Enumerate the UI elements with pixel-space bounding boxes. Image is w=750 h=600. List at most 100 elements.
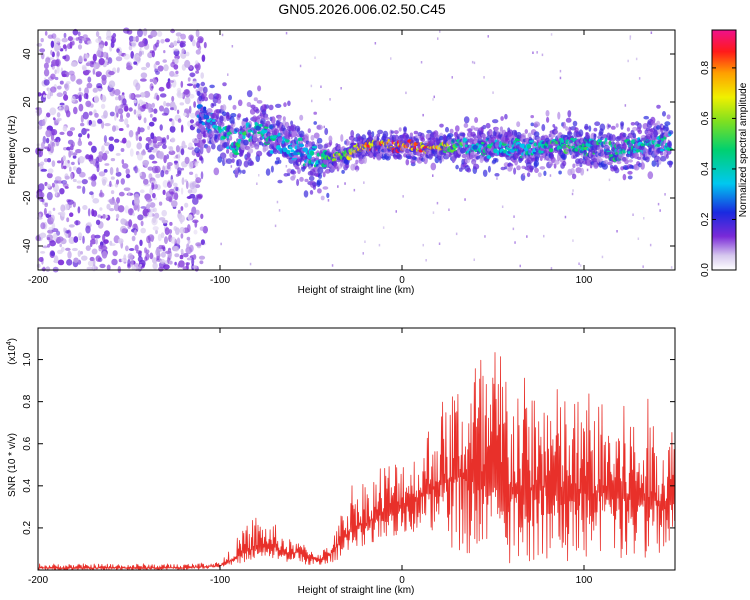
heatmap-cell xyxy=(500,116,504,121)
heatmap-cell xyxy=(232,104,237,110)
heatmap-cell xyxy=(186,243,190,250)
x-tick-label: 100 xyxy=(576,275,593,286)
heatmap-cell xyxy=(125,173,131,179)
heatmap-cell xyxy=(151,165,159,174)
heatmap-cell xyxy=(40,38,44,43)
heatmap-cell xyxy=(194,147,201,154)
heatmap-cell xyxy=(157,65,164,72)
heatmap-cell xyxy=(607,124,612,128)
heatmap-cell xyxy=(95,31,100,37)
heatmap-cell xyxy=(249,161,255,166)
heatmap-cell xyxy=(585,132,590,140)
heatmap-cell xyxy=(108,80,116,88)
heatmap-cell xyxy=(253,97,258,102)
heatmap-cell xyxy=(177,152,181,162)
heatmap-cell xyxy=(138,136,142,142)
heatmap-cell xyxy=(307,154,312,160)
heatmap-cell xyxy=(221,104,227,111)
x-tick-label: -200 xyxy=(28,275,48,286)
heatmap-cell xyxy=(131,266,137,271)
heatmap-cell xyxy=(668,140,672,149)
heatmap-cell xyxy=(115,171,122,177)
heatmap-cell xyxy=(275,103,282,108)
heatmap-cell xyxy=(550,33,553,36)
heatmap-cell xyxy=(200,239,205,246)
heatmap-cell xyxy=(308,141,313,147)
heatmap-cell xyxy=(462,132,466,138)
heatmap-cell xyxy=(375,136,377,139)
heatmap-cell xyxy=(643,115,649,120)
heatmap-cell xyxy=(73,257,79,263)
heatmap-cell xyxy=(92,210,98,217)
heatmap-cell xyxy=(564,215,567,219)
heatmap-cell xyxy=(341,169,345,174)
heatmap-cell xyxy=(39,161,45,166)
heatmap-cell xyxy=(155,70,160,75)
heatmap-cell xyxy=(298,162,300,165)
heatmap-cell xyxy=(56,65,60,74)
heatmap-cell xyxy=(664,193,666,196)
heatmap-cell xyxy=(48,210,52,215)
heatmap-cell xyxy=(557,111,561,120)
heatmap-cell xyxy=(117,238,124,244)
heatmap-cell xyxy=(145,103,152,110)
heatmap-cell xyxy=(626,127,631,132)
heatmap-cell xyxy=(430,162,437,171)
heatmap-cell xyxy=(82,235,85,244)
heatmap-cell xyxy=(549,174,552,177)
heatmap-cell xyxy=(616,160,622,165)
heatmap-cell xyxy=(65,233,69,238)
heatmap-cell xyxy=(277,179,283,184)
heatmap-cell xyxy=(59,102,65,106)
heatmap-cell xyxy=(567,131,573,136)
heatmap-cell xyxy=(189,72,196,78)
heatmap-cell xyxy=(193,83,197,89)
heatmap-cell xyxy=(81,179,88,185)
heatmap-cell xyxy=(514,241,516,244)
heatmap-cell xyxy=(175,227,180,236)
heatmap-cell xyxy=(56,85,62,90)
heatmap-cell xyxy=(151,117,157,122)
heatmap-cell xyxy=(148,154,155,160)
heatmap-cell xyxy=(90,234,96,240)
heatmap-cell xyxy=(140,92,146,98)
heatmap-cell xyxy=(270,140,274,145)
heatmap-cell xyxy=(70,151,74,156)
y-tick-label: 1.0 xyxy=(22,352,33,366)
heatmap-cell xyxy=(622,132,627,138)
heatmap-cell xyxy=(174,253,180,258)
heatmap-cell xyxy=(75,220,79,226)
heatmap-cell xyxy=(184,202,189,208)
heatmap-cell xyxy=(303,190,309,198)
heatmap-cell xyxy=(285,165,288,168)
heatmap-cell xyxy=(160,169,165,178)
heatmap-cell xyxy=(624,159,629,165)
heatmap-cell xyxy=(60,204,66,212)
heatmap-cell xyxy=(180,167,185,171)
heatmap-cell xyxy=(572,189,574,192)
heatmap-cell xyxy=(202,92,207,98)
heatmap-cell xyxy=(492,119,499,124)
heatmap-cell xyxy=(49,240,56,247)
heatmap-cell xyxy=(514,159,518,166)
heatmap-cell xyxy=(158,151,165,160)
heatmap-cell xyxy=(219,115,224,123)
heatmap-cell xyxy=(89,242,93,248)
heatmap-cell xyxy=(51,59,58,67)
heatmap-cell xyxy=(40,222,46,230)
heatmap-cell xyxy=(186,257,193,261)
heatmap-cell xyxy=(152,262,158,270)
heatmap-cell xyxy=(183,112,187,117)
heatmap-cell xyxy=(133,109,137,115)
heatmap-cell xyxy=(141,66,147,71)
heatmap-cell xyxy=(356,169,358,173)
heatmap-cell xyxy=(219,152,227,159)
heatmap-cell xyxy=(112,33,117,38)
heatmap-cell xyxy=(520,173,526,181)
heatmap-cell xyxy=(541,124,546,132)
heatmap-cell xyxy=(172,182,178,187)
heatmap-cell xyxy=(426,129,432,134)
heatmap-cell xyxy=(152,192,156,199)
heatmap-cell xyxy=(469,152,475,160)
heatmap-cell xyxy=(572,239,574,242)
